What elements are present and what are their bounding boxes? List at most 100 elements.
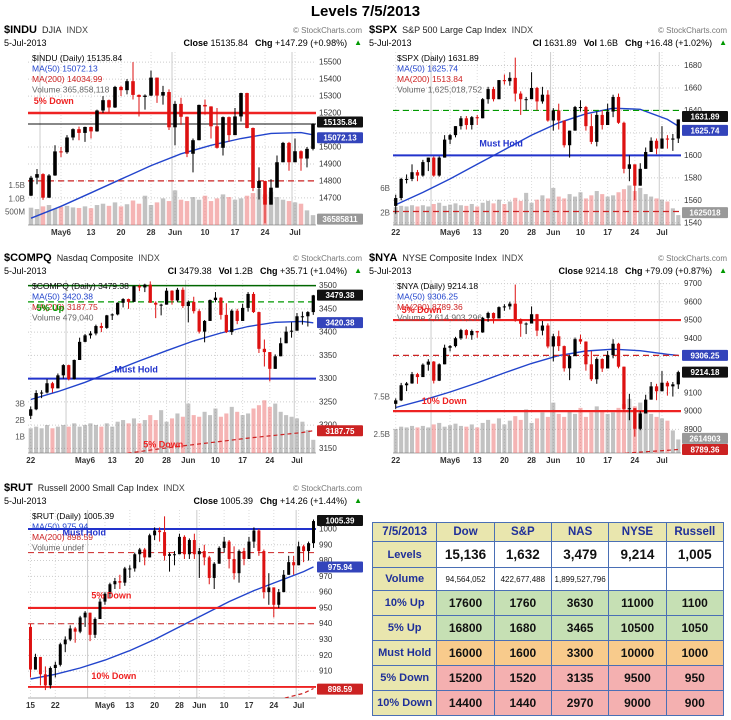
svg-text:8789.36: 8789.36: [691, 445, 720, 454]
legend-item: Volume undef: [32, 543, 85, 553]
chart-RUT: $RUT Russell 2000 Small Cap Index INDX © St…: [2, 482, 364, 712]
legend-item: MA(200) 3187.75: [32, 302, 98, 312]
table-cell: [665, 567, 725, 591]
chart-date: 5-Jul-2013: [4, 496, 47, 506]
table-cell: 15,136: [436, 541, 495, 568]
chart-title-row: $NYA NYSE Composite Index INDX © StockChart…: [367, 252, 729, 265]
svg-text:Jul: Jul: [293, 701, 305, 710]
price-badge: 1625018: [682, 207, 728, 219]
chart-NYA: $NYA NYSE Composite Index INDX © StockChart…: [367, 252, 729, 467]
quote-field: Chg +79.09 (+0.87%): [625, 266, 713, 276]
chart-name: NYSE Composite Index: [402, 253, 497, 263]
candlesticks: [394, 57, 680, 214]
chart-annotation: 5% Up: [37, 303, 65, 313]
chart-quote: Close 15135.84 Chg +147.29 (+0.98%) ▲: [183, 37, 362, 49]
table-cell: 3,479: [550, 541, 610, 568]
volume-bars: [28, 189, 316, 225]
svg-text:May6: May6: [440, 456, 461, 465]
quote-field: Cl 1631.89: [532, 38, 577, 48]
svg-text:15300: 15300: [319, 92, 342, 101]
svg-text:1625.74: 1625.74: [691, 126, 720, 135]
svg-text:898.59: 898.59: [328, 685, 353, 694]
price-badge: 3187.75: [317, 425, 363, 437]
volume-bars: [393, 185, 681, 225]
chart-symbol: $INDU: [4, 24, 38, 36]
legend-item: MA(200) 1513.84: [397, 74, 463, 84]
price-badge: 3479.38: [317, 289, 363, 301]
chart-quote: Close 9214.18 Chg +79.09 (+0.87%) ▲: [558, 265, 727, 277]
table-row: 10% Down 14400 1440 2970 9000 900: [371, 690, 725, 716]
svg-text:24: 24: [265, 456, 274, 465]
page-title: Levels 7/5/2013: [310, 3, 421, 20]
table-cell: 3630: [550, 590, 610, 616]
candlesticks: [394, 284, 680, 437]
ma50-line: [395, 348, 679, 409]
table-cell: 3300: [550, 640, 610, 666]
chart-exchange: INDX: [501, 253, 524, 263]
svg-text:Jun: Jun: [181, 456, 195, 465]
table-cell: 9,214: [608, 541, 667, 568]
table-cell: 1050: [665, 615, 725, 641]
svg-text:1680: 1680: [684, 61, 702, 70]
chart-annotation: Must Hold: [114, 365, 157, 375]
price-badge: 1625.74: [682, 124, 728, 136]
svg-text:10: 10: [211, 456, 220, 465]
volume-bars: [28, 400, 316, 453]
svg-text:20: 20: [117, 228, 126, 237]
table-cell: 16000: [436, 640, 495, 666]
price-badge: 9214.18: [682, 366, 728, 378]
svg-text:8900: 8900: [684, 425, 702, 434]
svg-text:10: 10: [576, 456, 585, 465]
table-cell: 1760: [493, 590, 552, 616]
svg-text:1540: 1540: [684, 218, 702, 227]
svg-text:3300: 3300: [319, 374, 337, 383]
up-arrow-icon: ▲: [354, 38, 362, 47]
table-column-header: NYSE: [608, 522, 667, 542]
svg-text:Jun: Jun: [192, 701, 206, 710]
svg-text:1660: 1660: [684, 83, 702, 92]
chart-COMPQ: $COMPQ Nasdaq Composite INDX © StockCharts.…: [2, 252, 364, 467]
svg-text:Jul: Jul: [289, 228, 301, 237]
table-cell: 1000: [665, 640, 725, 666]
up-arrow-icon: ▲: [354, 496, 362, 505]
price-plot: 1540156015801600162016401660168022May613…: [380, 52, 728, 237]
table-cell: 10500: [608, 615, 667, 641]
quote-field: Chg +147.29 (+0.98%): [255, 38, 348, 48]
chart-date: 5-Jul-2013: [369, 38, 412, 48]
svg-text:3479.38: 3479.38: [326, 291, 355, 300]
svg-text:28: 28: [147, 228, 156, 237]
svg-text:15135.84: 15135.84: [323, 118, 357, 127]
volume-axis-label: 2B: [380, 209, 390, 218]
table-cell: 1440: [493, 690, 552, 716]
table-row: Volume 94,564,052 422,677,488 1,899,527,796: [371, 567, 725, 591]
table-cell: 9500: [608, 665, 667, 691]
table-cell: 1,005: [665, 541, 725, 568]
svg-text:Jul: Jul: [291, 456, 303, 465]
legend-item: Volume 1,625,018,752: [397, 85, 482, 95]
table-cell: 3135: [550, 665, 610, 691]
chart-title-row: $RUT Russell 2000 Small Cap Index INDX © St…: [2, 482, 364, 495]
chart-annotation: 5% Down: [402, 305, 442, 315]
table-row-label: Levels: [371, 541, 438, 568]
svg-text:3350: 3350: [319, 351, 337, 360]
price-badge: 1005.39: [317, 514, 363, 526]
svg-text:22: 22: [26, 456, 35, 465]
svg-text:15200: 15200: [319, 109, 342, 118]
chart-annotation: 10% Down: [91, 671, 136, 681]
table-row: 5% Up 16800 1680 3465 10500 1050: [371, 615, 725, 641]
svg-text:940: 940: [319, 619, 333, 628]
ma50-line: [30, 320, 314, 401]
price-plot: 910 920 930 940 950 960 970 980 990 1000 15 22 May6 1…: [26, 510, 363, 710]
svg-text:13: 13: [125, 701, 134, 710]
chart-symbol: $RUT: [4, 482, 33, 494]
table-row: 5% Down 15200 1520 3135 9500 950: [371, 665, 725, 691]
table-cell: 1680: [493, 615, 552, 641]
svg-text:17: 17: [231, 228, 240, 237]
legend-item: MA(50) 1625.74: [397, 64, 458, 74]
svg-text:17: 17: [603, 228, 612, 237]
ma50-line: [395, 107, 679, 206]
svg-text:May6: May6: [95, 701, 116, 710]
table-row: Levels 15,136 1,632 3,479 9,214 1,005: [371, 541, 725, 568]
table-cell: 10000: [608, 640, 667, 666]
svg-text:May6: May6: [51, 228, 72, 237]
